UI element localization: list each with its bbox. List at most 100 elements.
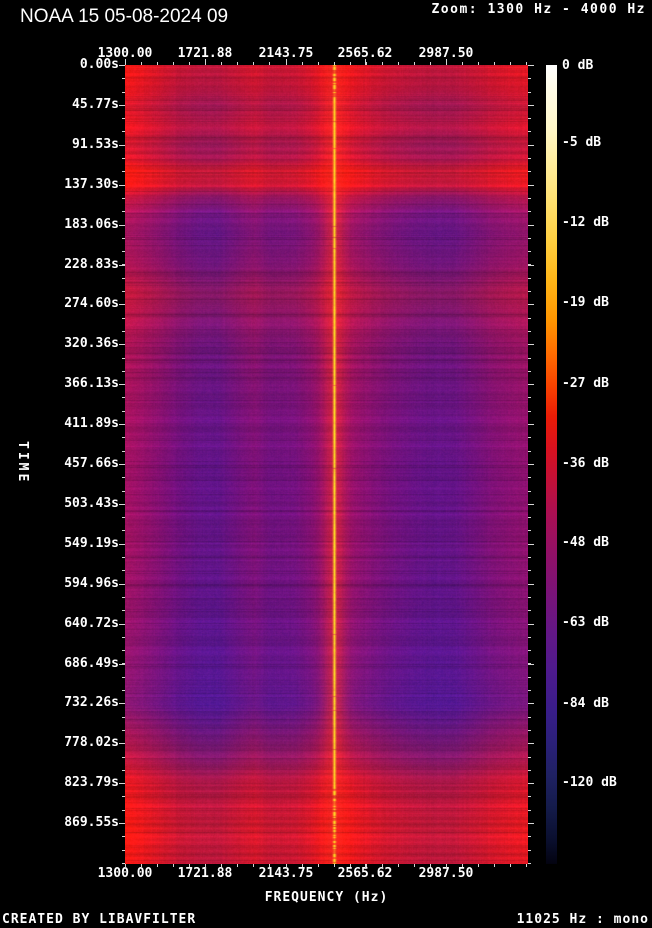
axis-tick [528,118,531,120]
axis-tick [119,304,125,306]
axis-tick [221,62,223,65]
axis-tick [122,118,125,120]
axis-tick [119,583,125,585]
axis-tick [528,676,531,678]
time-tick-label: 823.79s [64,775,119,791]
axis-tick [173,864,175,867]
colorbar-tick-label: -12 dB [562,214,609,230]
axis-tick [528,769,531,771]
axis-tick [253,62,255,65]
axis-tick [333,62,335,65]
axis-tick [119,503,125,505]
axis-tick [528,91,531,93]
axis-tick [122,636,125,638]
axis-tick [528,543,534,545]
axis-tick [119,743,125,745]
time-tick-label: 869.55s [64,815,119,831]
time-tick-label: 732.26s [64,695,119,711]
colorbar-gradient [546,65,557,864]
axis-tick [122,490,125,492]
axis-tick [301,62,303,65]
created-by-label: CREATED BY LIBAVFILTER [2,912,197,927]
axis-tick [528,729,531,731]
axis-tick [122,769,125,771]
zoom-range-label: Zoom: 1300 Hz - 4000 Hz [431,2,646,17]
axis-tick [528,796,531,798]
axis-tick [528,330,531,332]
axis-tick [528,184,534,186]
axis-tick [122,836,125,838]
axis-tick [122,596,125,598]
axis-tick [119,384,125,386]
axis-tick [528,171,531,173]
axis-tick [528,357,531,359]
colorbar-tick-label: 0 dB [562,58,594,73]
axis-tick [528,224,534,226]
axis-tick [528,623,534,625]
axis-tick [122,171,125,173]
axis-tick [528,464,534,466]
axis-tick [141,864,143,867]
axis-tick [122,517,125,519]
axis-tick [528,650,531,652]
axis-tick [528,809,531,811]
axis-tick [528,384,534,386]
axis-tick [349,864,351,867]
axis-tick [528,517,531,519]
axis-tick [528,636,531,638]
time-tick-label: 549.19s [64,535,119,551]
axis-tick [429,864,431,867]
axis-tick [122,450,125,452]
axis-tick [317,864,319,867]
axis-tick [204,864,206,869]
axis-tick [122,237,125,239]
axis-tick [528,477,531,479]
axis-tick [528,557,531,559]
axis-tick [122,716,125,718]
axis-tick [526,62,528,65]
axis-tick [221,864,223,867]
axis-tick [119,663,125,665]
freq-tick-label: 1721.88 [177,866,233,881]
axis-tick [365,864,367,867]
axis-tick [528,503,534,505]
axis-tick [528,783,534,785]
axis-tick [462,62,464,65]
axis-tick [478,62,480,65]
axis-tick [269,62,271,65]
axis-tick [510,62,512,65]
time-tick-label: 411.89s [64,416,119,432]
time-tick-label: 137.30s [64,176,119,192]
freq-tick-label: 2143.75 [258,46,314,61]
axis-tick [528,197,531,199]
axis-tick [528,703,534,705]
axis-tick [528,530,531,532]
axis-tick [528,344,534,346]
page-title: NOAA 15 05-08-2024 09 [20,6,229,27]
axis-tick [381,864,383,867]
freq-tick-label: 2565.62 [337,46,393,61]
axis-tick [429,62,431,65]
colorbar-tick-label: -5 dB [562,134,602,150]
axis-tick [122,317,125,319]
freq-tick-label: 2565.62 [337,866,393,881]
axis-tick [462,864,464,867]
axis-tick [333,864,335,867]
axis-tick [119,184,125,186]
colorbar-tick-label: -19 dB [562,295,609,311]
time-tick-label: 778.02s [64,735,119,751]
axis-tick [119,65,125,66]
axis-tick [119,344,125,346]
axis-tick [494,864,496,867]
axis-tick [528,583,534,585]
axis-tick [122,729,125,731]
axis-tick [237,62,239,65]
axis-tick [301,864,303,867]
axis-tick [364,864,366,869]
axis-tick [122,211,125,213]
axis-tick [122,796,125,798]
axis-tick [510,864,512,867]
axis-tick [122,809,125,811]
axis-tick [445,864,447,869]
axis-tick [445,59,447,65]
